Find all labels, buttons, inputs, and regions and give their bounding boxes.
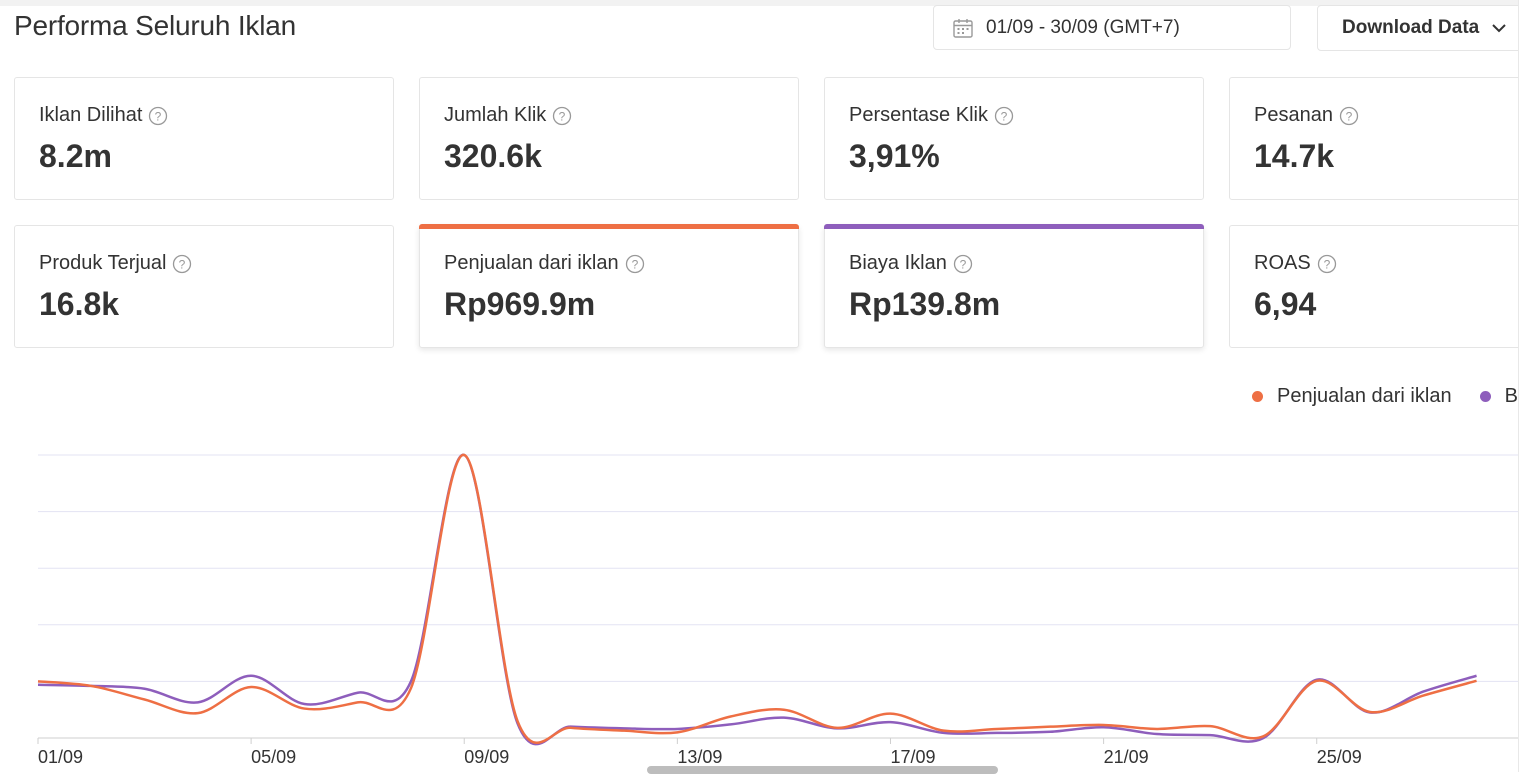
help-icon[interactable]: ? (172, 254, 192, 274)
legend-label-sales: Penjualan dari iklan (1277, 385, 1452, 407)
x-tick-label: 13/09 (677, 747, 722, 767)
x-tick-label: 09/09 (464, 747, 509, 767)
svg-text:?: ? (559, 109, 566, 123)
x-tick-label: 25/09 (1317, 747, 1362, 767)
calendar-icon (953, 18, 973, 38)
metric-value: 14.7k (1254, 138, 1335, 174)
metric-card-roas[interactable]: ROAS ? 6,94 (1229, 225, 1535, 348)
help-icon[interactable]: ? (994, 106, 1014, 126)
legend-item-sales[interactable]: Penjualan dari iklan (1252, 385, 1452, 408)
metric-label-wrap: Jumlah Klik ? (444, 104, 572, 127)
help-icon[interactable]: ? (625, 254, 645, 274)
metric-card-persentase-klik[interactable]: Persentase Klik ? 3,91% (824, 77, 1204, 200)
x-tick-label: 17/09 (890, 747, 935, 767)
svg-text:?: ? (155, 109, 162, 123)
svg-text:?: ? (1323, 257, 1330, 271)
metric-label-wrap: Penjualan dari iklan ? (444, 252, 645, 275)
metric-value: 16.8k (39, 286, 120, 322)
legend-item-cost[interactable]: B (1479, 385, 1518, 408)
metric-label-wrap: Produk Terjual ? (39, 252, 192, 275)
metric-value: 3,91% (849, 138, 940, 174)
top-divider (0, 0, 1535, 6)
metric-label: Jumlah Klik (444, 104, 547, 126)
metric-label: Penjualan dari iklan (444, 252, 619, 274)
svg-text:?: ? (179, 257, 186, 271)
right-edge-mask (1518, 0, 1535, 772)
metric-label-wrap: Biaya Iklan ? (849, 252, 973, 275)
help-icon[interactable]: ? (1339, 106, 1359, 126)
metric-label-wrap: Iklan Dilihat ? (39, 104, 168, 127)
metric-value: Rp139.8m (849, 286, 1001, 322)
legend-dot-cost (1479, 391, 1491, 402)
x-tick-label: 21/09 (1104, 747, 1149, 767)
metric-value: 8.2m (39, 138, 112, 174)
selected-metric-bar (419, 224, 799, 229)
metric-value: 6,94 (1254, 286, 1317, 322)
help-icon[interactable]: ? (552, 106, 572, 126)
download-data-button[interactable]: Download Data (1317, 5, 1535, 51)
svg-text:?: ? (960, 257, 967, 271)
metric-card-penjualan-dari-iklan[interactable]: Penjualan dari iklan ? Rp969.9m (419, 224, 799, 348)
legend-dot-sales (1252, 391, 1263, 402)
x-tick-label: 01/09 (38, 747, 83, 767)
metric-label: Persentase Klik (849, 104, 988, 126)
series-line-penjualan-dari-iklan[interactable] (37, 453, 1477, 744)
page-title: Performa Seluruh Iklan (14, 10, 296, 41)
chart-legend: Penjualan dari iklan B (1252, 385, 1535, 408)
metric-label: Biaya Iklan (849, 252, 947, 274)
legend-label-cost: B (1504, 385, 1518, 407)
chevron-down-icon (1491, 20, 1507, 36)
metric-label: ROAS (1254, 252, 1311, 274)
help-icon[interactable]: ? (953, 254, 973, 274)
metric-card-jumlah-klik[interactable]: Jumlah Klik ? 320.6k (419, 77, 799, 200)
selected-metric-bar (824, 224, 1204, 229)
date-range-text: 01/09 - 30/09 (GMT+7) (986, 16, 1180, 38)
chart-scrollbar[interactable] (647, 766, 998, 774)
metric-label-wrap: ROAS ? (1254, 252, 1337, 275)
series-line-biaya-iklan[interactable] (37, 453, 1477, 746)
metric-card-biaya-iklan[interactable]: Biaya Iklan ? Rp139.8m (824, 224, 1204, 348)
svg-text:?: ? (1001, 109, 1008, 123)
metric-value: Rp969.9m (444, 286, 596, 322)
performance-line-chart[interactable]: 01/09 05/09 09/09 13/09 17/09 21/09 25/09 (0, 420, 1535, 772)
x-tick-label: 05/09 (251, 747, 296, 767)
svg-text:?: ? (631, 257, 638, 271)
metric-label: Produk Terjual (39, 252, 167, 274)
download-data-label: Download Data (1342, 17, 1480, 38)
svg-text:?: ? (1346, 109, 1353, 123)
metric-card-pesanan[interactable]: Pesanan ? 14.7k (1229, 77, 1535, 200)
right-edge-divider (1518, 0, 1519, 772)
date-range-picker[interactable]: 01/09 - 30/09 (GMT+7) (933, 5, 1291, 50)
metric-value: 320.6k (444, 138, 542, 174)
metric-card-produk-terjual[interactable]: Produk Terjual ? 16.8k (14, 225, 394, 348)
metric-label: Pesanan (1254, 104, 1333, 126)
help-icon[interactable]: ? (1317, 254, 1337, 274)
metric-label-wrap: Pesanan ? (1254, 104, 1359, 127)
help-icon[interactable]: ? (148, 106, 168, 126)
metric-card-iklan-dilihat[interactable]: Iklan Dilihat ? 8.2m (14, 77, 394, 200)
metric-label: Iklan Dilihat (39, 104, 143, 126)
metric-label-wrap: Persentase Klik ? (849, 104, 1014, 127)
